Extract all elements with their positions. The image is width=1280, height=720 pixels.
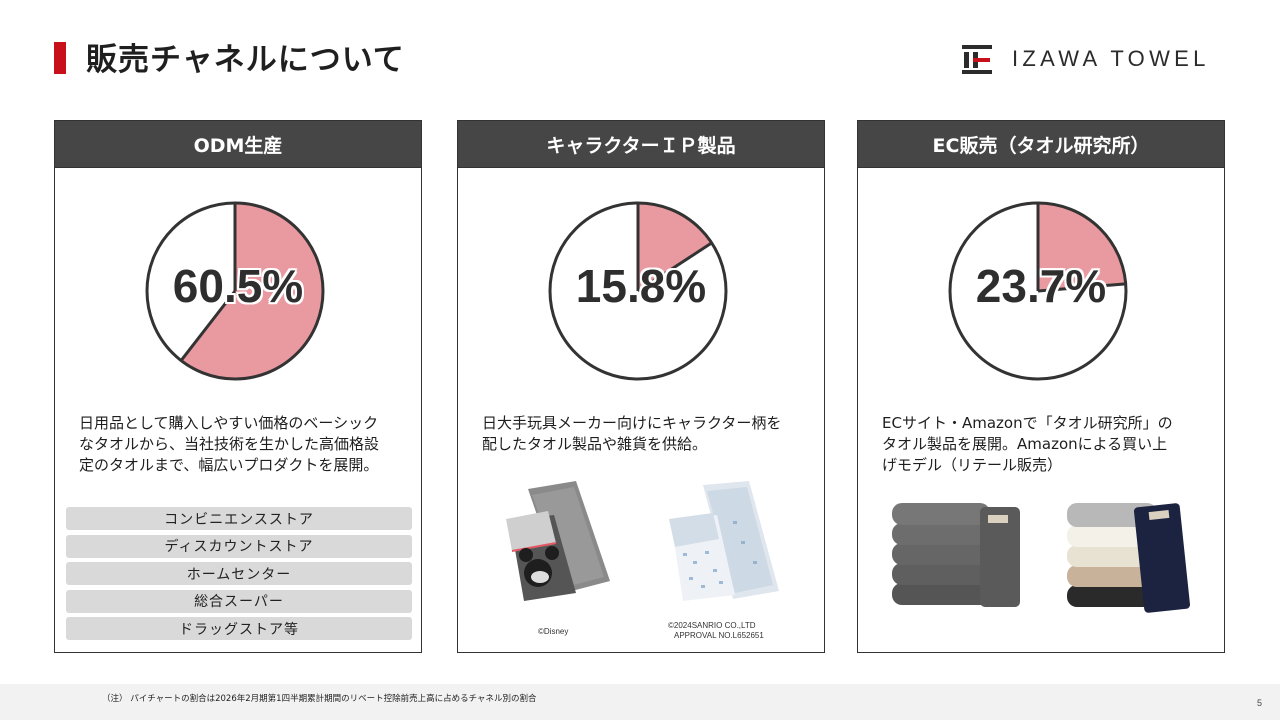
copyright-sanrio: ©2024SANRIO CO.,LTD APPROVAL NO.L652651 [668,621,764,641]
panel-description: ECサイト・Amazonで「タオル研究所」の タオル製品を展開。Amazonによ… [882,413,1208,476]
panel-character-ip: キャラクターＩＰ製品 15.8% 日大手玩具メーカー向けにキャラクター柄を 配し… [457,120,825,653]
page-title: 販売チャネルについて [86,42,405,78]
channel-chip: コンビニエンスストア [66,507,412,530]
sanrio-towel-image [669,481,779,601]
pie-divider [1037,282,1126,293]
panel-odm: ODM生産 60.5% 日用品として購入しやすい価格のベーシック なタオルから、… [54,120,422,653]
footer: （注） パイチャートの割合は2026年2月期第1四半期累計期間のリベート控除前売… [0,684,1280,720]
color-towel-stack-image [1067,503,1191,613]
channel-chip: 総合スーパー [66,589,412,613]
pie-percent-label: 60.5% [172,260,304,312]
channel-chip: ホームセンター [66,562,412,585]
pie-slice [1038,203,1126,291]
description-line: 配したタオル製品や雑貨を供給。 [482,435,708,453]
pie-chart [145,201,325,381]
pie-divider [637,241,713,293]
panel-ec: EC販売（タオル研究所） 23.7% ECサイト・Amazonで「タオル研究所」… [857,120,1225,653]
copyright-disney: ©Disney [538,627,569,636]
copyright-line: ©2024SANRIO CO.,LTD [668,621,756,630]
pie-outline [145,201,325,381]
pie-chart [948,201,1128,381]
pie-outline [948,201,1128,381]
logo-text: IZAWA TOWEL [1012,46,1210,71]
panel-header: EC販売（タオル研究所） [858,121,1224,168]
channel-chip: ディスカウントストア [66,534,412,558]
pie-slice [638,203,712,291]
panel-description: 日大手玩具メーカー向けにキャラクター柄を 配したタオル製品や雑貨を供給。 [482,413,808,455]
channel-list: コンビニエンスストア ディスカウントストア ホームセンター 総合スーパー ドラッ… [66,507,412,645]
copyright-line: APPROVAL NO.L652651 [674,631,764,640]
description-line: 日大手玩具メーカー向けにキャラクター柄を [482,414,782,432]
pie-chart [548,201,728,381]
gray-towel-stack-image [892,503,1020,607]
channel-chip: ドラッグストア等 [66,617,412,640]
pie-divider [179,290,237,362]
pie-percent-label: 23.7% [975,260,1107,312]
footnote: （注） パイチャートの割合は2026年2月期第1四半期累計期間のリベート控除前売… [102,694,537,704]
description-line: タオル製品を展開。Amazonによる買い上 [882,435,1168,453]
pie-outline [548,201,728,381]
description-line: げモデル（リテール販売） [882,456,1063,474]
description-line: ECサイト・Amazonで「タオル研究所」の [882,414,1173,432]
description-line: 日用品として購入しやすい価格のベーシック [79,414,379,432]
panel-header: キャラクターＩＰ製品 [458,121,824,168]
panel-header: ODM生産 [55,121,421,168]
panel-description: 日用品として購入しやすい価格のベーシック なタオルから、当社技術を生かした高価格… [79,413,405,476]
pie-slice [181,203,323,379]
pie-percent-label: 15.8% [575,260,707,312]
title-accent-bar [54,42,66,74]
izawa-logo-icon [962,45,992,74]
description-line: 定のタオルまで、幅広いプロダクトを展開。 [79,456,379,474]
description-line: なタオルから、当社技術を生かした高価格設 [79,435,380,453]
character-towel-image [506,481,610,601]
company-logo: IZAWA TOWEL [962,44,1210,74]
page-number: 5 [1256,698,1262,708]
